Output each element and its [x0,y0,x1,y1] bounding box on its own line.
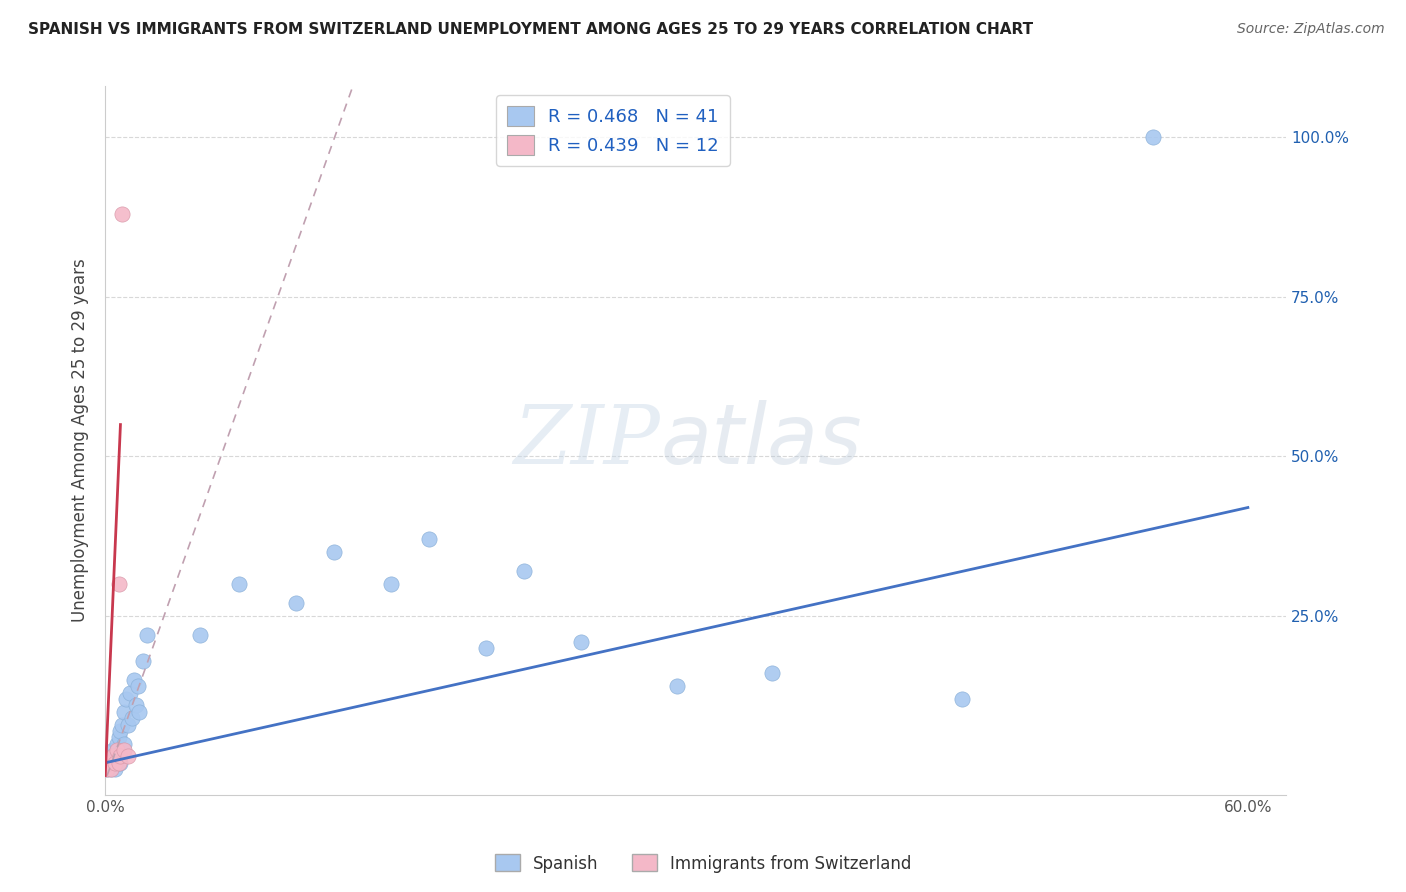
Point [475,640,498,655]
Point [950,692,973,706]
Point [284,596,307,610]
Point [100,762,122,776]
Point [107,731,129,745]
Point [101,743,124,757]
Point [1142,130,1164,145]
Point [121,711,143,725]
Point [112,705,135,719]
Point [96,762,118,776]
Point [101,756,124,770]
Legend: R = 0.468   N = 41, R = 0.439   N = 12: R = 0.468 N = 41, R = 0.439 N = 12 [496,95,730,166]
Point [100,749,122,764]
Point [104,749,127,764]
Point [111,717,134,731]
Point [107,756,129,770]
Text: Source: ZipAtlas.com: Source: ZipAtlas.com [1237,22,1385,37]
Point [118,685,141,699]
Point [105,756,128,770]
Point [569,634,592,648]
Point [110,723,132,738]
Point [127,679,149,693]
Point [101,749,124,764]
Text: atlas: atlas [661,400,862,481]
Point [98,756,121,770]
Point [107,577,129,591]
Point [513,565,536,579]
Point [104,762,127,776]
Point [100,762,122,776]
Point [418,533,440,547]
Point [132,654,155,668]
Point [111,743,134,757]
Point [228,577,250,591]
Point [122,673,145,687]
Point [128,705,150,719]
Point [107,749,129,764]
Point [111,207,134,221]
Point [117,717,139,731]
Point [112,743,135,757]
Point [322,545,344,559]
Text: SPANISH VS IMMIGRANTS FROM SWITZERLAND UNEMPLOYMENT AMONG AGES 25 TO 29 YEARS CO: SPANISH VS IMMIGRANTS FROM SWITZERLAND U… [28,22,1033,37]
Legend: Spanish, Immigrants from Switzerland: Spanish, Immigrants from Switzerland [488,847,918,880]
Point [105,737,128,751]
Point [105,743,128,757]
Point [136,628,159,642]
Point [104,756,127,770]
Point [112,737,135,751]
Point [98,756,121,770]
Point [761,666,783,681]
Point [115,692,138,706]
Point [96,762,118,776]
Point [110,756,132,770]
Y-axis label: Unemployment Among Ages 25 to 29 years: Unemployment Among Ages 25 to 29 years [72,259,89,623]
Point [117,749,139,764]
Point [380,577,402,591]
Text: ZIP: ZIP [513,401,661,481]
Point [110,749,132,764]
Point [665,679,688,693]
Point [125,698,148,713]
Point [190,628,212,642]
